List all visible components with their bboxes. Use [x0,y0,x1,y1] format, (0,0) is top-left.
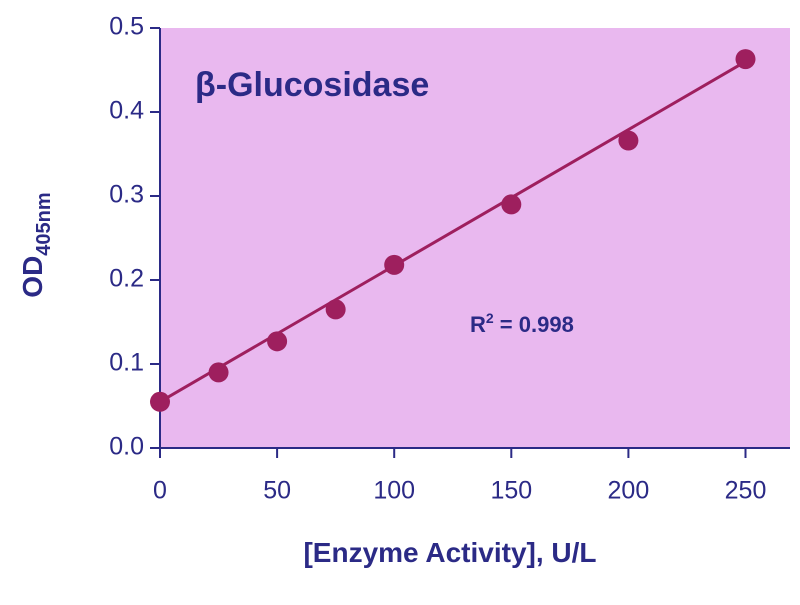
x-tick-label: 100 [373,477,415,505]
y-tick-label: 0.5 [109,13,144,41]
data-point [384,254,405,275]
y-tick-label: 0.2 [109,265,144,293]
annotation-main: R [470,312,486,337]
y-tick-label: 0.3 [109,181,144,209]
x-tick-label: 50 [263,477,291,505]
y-tick-label: 0.4 [109,97,144,125]
x-tick-label: 0 [153,477,167,505]
data-point [501,194,522,215]
data-point [325,299,346,320]
data-point [150,391,170,412]
x-tick-label: 150 [490,477,532,505]
x-tick-label: 200 [608,477,650,505]
data-point [208,362,229,383]
chart-title: β-Glucosidase [195,66,429,104]
annotation: R2 = 0.998 [470,310,574,337]
y-axis-label: OD405nm [17,192,55,297]
y-tick-label: 0.1 [109,349,144,377]
trendline [159,60,747,404]
annotation-sup: 2 [486,310,494,326]
y-tick-label: 0.0 [109,433,144,461]
x-axis-label: [Enzyme Activity], U/L [303,537,596,568]
y-label-main: OD [17,256,48,298]
x-tick-label: 250 [725,477,767,505]
data-point [267,331,288,352]
y-label-sub: 405nm [33,192,55,255]
data-point [735,49,756,70]
data-point [618,130,639,151]
annotation-rest: = 0.998 [494,312,574,337]
